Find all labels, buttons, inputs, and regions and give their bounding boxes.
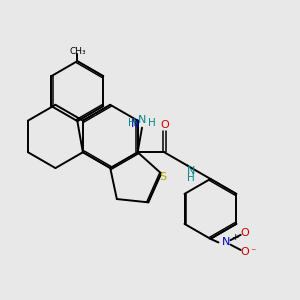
Text: +: + (231, 233, 238, 242)
Text: ⁻: ⁻ (250, 247, 256, 257)
Text: H: H (148, 118, 156, 128)
Text: O: O (241, 228, 250, 238)
Text: N: N (187, 166, 195, 176)
Text: CH₃: CH₃ (69, 47, 86, 56)
Text: N: N (138, 115, 146, 125)
Text: S: S (159, 172, 167, 182)
Text: H: H (128, 118, 136, 128)
Text: H: H (187, 173, 195, 183)
Text: N: N (222, 237, 231, 248)
Text: O: O (160, 120, 169, 130)
Text: O: O (241, 247, 250, 257)
Text: N: N (131, 119, 140, 129)
